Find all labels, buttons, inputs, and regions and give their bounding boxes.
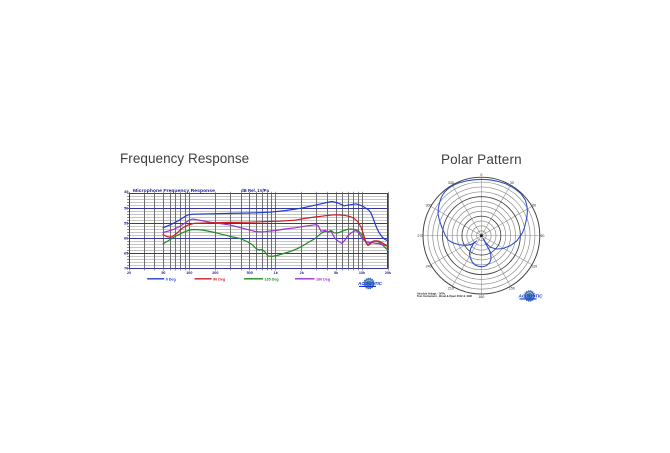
- svg-text:10k: 10k: [359, 271, 366, 275]
- svg-text:90 Deg: 90 Deg: [213, 277, 225, 281]
- svg-text:30: 30: [510, 181, 514, 185]
- svg-text:270: 270: [417, 234, 423, 238]
- svg-text:Microphone Frequency Response: Microphone Frequency Response: [133, 188, 215, 194]
- svg-text:ACOUSTIC: ACOUSTIC: [357, 281, 383, 286]
- svg-text:240: 240: [426, 264, 432, 268]
- svg-text:120: 120: [531, 264, 537, 268]
- svg-text:500: 500: [247, 271, 253, 275]
- svg-text:55: 55: [124, 220, 129, 225]
- svg-text:150: 150: [509, 287, 515, 291]
- svg-text:ACOUSTIC: ACOUSTIC: [518, 294, 544, 299]
- svg-text:180 Deg: 180 Deg: [316, 277, 330, 281]
- svg-text:5k: 5k: [334, 271, 339, 275]
- svg-text:20: 20: [127, 271, 131, 275]
- svg-text:60: 60: [124, 235, 129, 240]
- svg-text:2k: 2k: [300, 271, 305, 275]
- svg-text:20k: 20k: [385, 271, 392, 275]
- svg-text:180: 180: [478, 295, 484, 299]
- svg-text:0 Deg: 0 Deg: [166, 277, 176, 281]
- svg-text:0: 0: [480, 173, 482, 177]
- svg-text:45: 45: [124, 189, 129, 194]
- svg-text:210: 210: [448, 287, 454, 291]
- svg-text:Absolute Voltage - 1V/Pa: Absolute Voltage - 1V/Pa: [417, 291, 445, 295]
- svg-text:70: 70: [124, 265, 129, 270]
- svg-text:65: 65: [124, 250, 129, 255]
- svg-text:60: 60: [532, 203, 536, 207]
- svg-text:330: 330: [448, 181, 454, 185]
- svg-text:1k: 1k: [274, 271, 279, 275]
- svg-text:200: 200: [212, 271, 218, 275]
- svg-text:50: 50: [161, 271, 165, 275]
- svg-text:100: 100: [186, 271, 192, 275]
- svg-text:dB Rel. 1V/Pa: dB Rel. 1V/Pa: [241, 188, 269, 194]
- svg-text:Test Instrument - Bruel & Kjae: Test Instrument - Bruel & Kjaer 2012 & 4…: [417, 294, 472, 298]
- svg-text:90: 90: [540, 234, 544, 238]
- svg-text:50: 50: [124, 205, 129, 210]
- svg-text:135 Deg: 135 Deg: [265, 277, 279, 281]
- svg-text:300: 300: [426, 203, 432, 207]
